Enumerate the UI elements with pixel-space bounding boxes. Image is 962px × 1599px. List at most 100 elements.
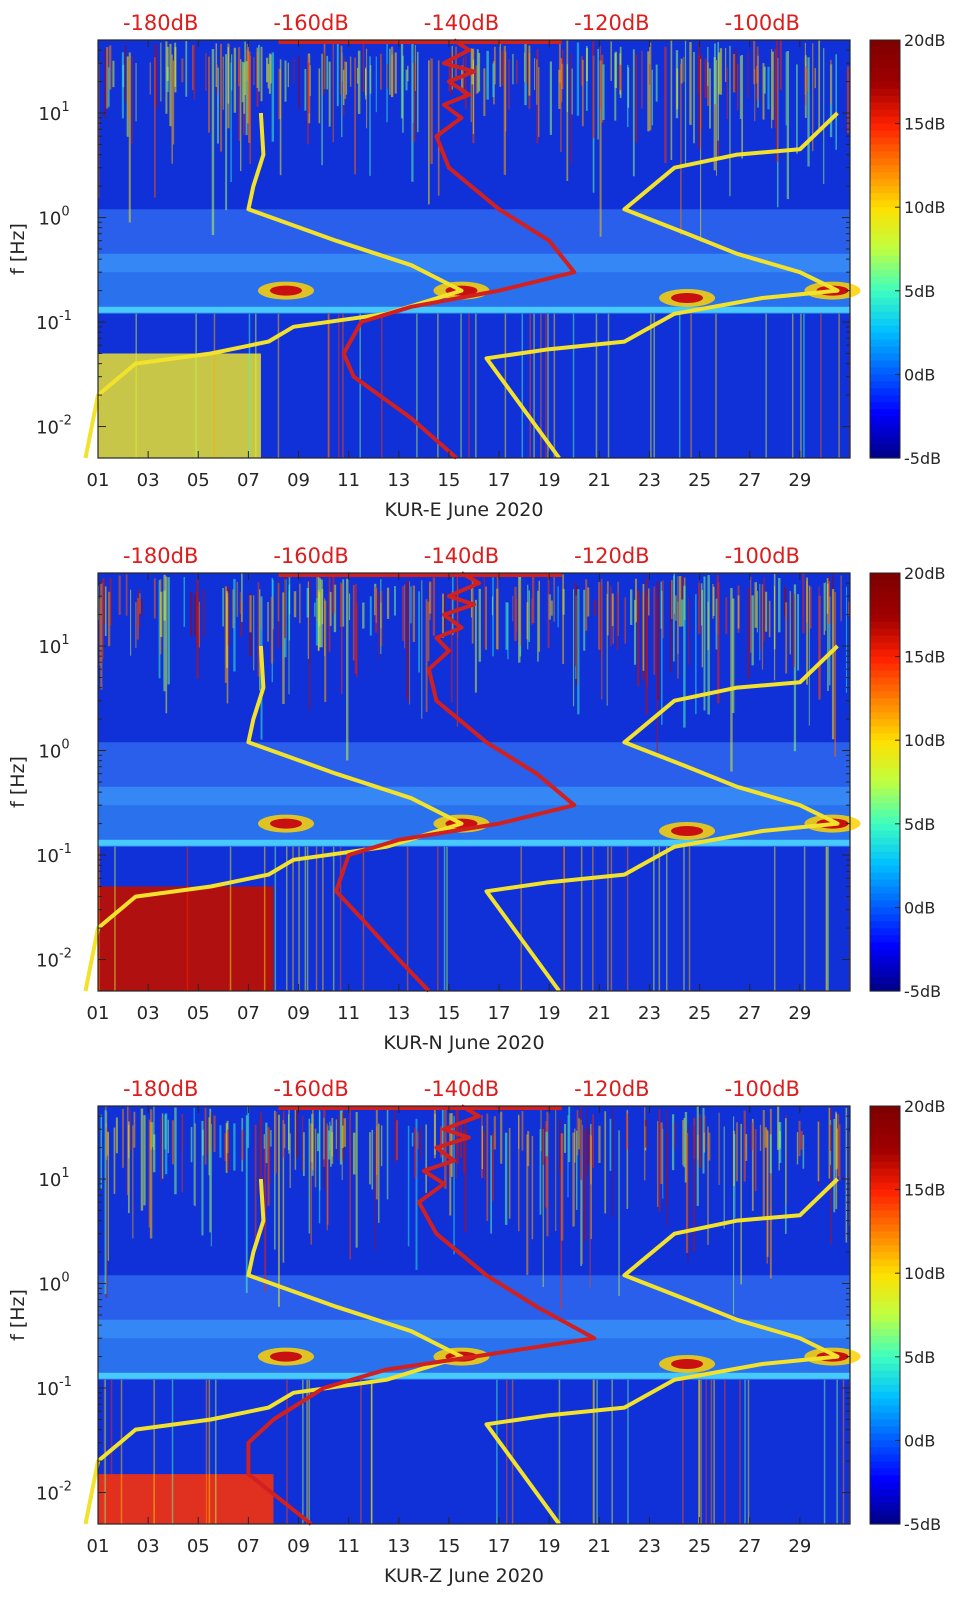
colorbar-segment xyxy=(870,865,900,874)
colorbar-segment xyxy=(870,740,900,748)
y-tick-exp: 1 xyxy=(61,100,69,115)
colorbar-segment xyxy=(870,1315,900,1323)
colorbar-segment xyxy=(870,311,900,320)
x-tick-label: 23 xyxy=(638,1536,661,1557)
colorbar-segment xyxy=(870,858,900,867)
colorbar-segment xyxy=(870,123,900,132)
panel-kur-n: 01 03 05 07 09 11 13 15 17 19 21 23 25 27 29 KUR-N June… xyxy=(0,533,962,1066)
colorbar-segment xyxy=(870,775,900,783)
y-tick-label: 10-1 xyxy=(36,1375,72,1400)
colorbar-segment xyxy=(870,109,900,118)
colorbar-segment xyxy=(870,1175,900,1184)
x-tick-label: 09 xyxy=(287,470,310,491)
colorbar-tick-label: -5dB xyxy=(904,982,941,1001)
colorbar-tick-label: -5dB xyxy=(904,449,941,468)
yellow-curve-right xyxy=(484,111,840,460)
y-tick-label: 100 xyxy=(38,205,69,230)
colorbar-segment xyxy=(870,663,900,672)
colorbar: 20dB 15dB 10dB 5dB 0dB -5dB xyxy=(869,1097,946,1534)
colorbar-segment xyxy=(870,1301,900,1309)
colorbar-segment xyxy=(870,151,900,160)
colorbar-segment xyxy=(870,360,900,369)
x-tick-label: 23 xyxy=(638,470,661,491)
colorbar-segment xyxy=(870,712,900,720)
colorbar-segment xyxy=(870,1398,900,1407)
x-tick-label: 09 xyxy=(287,1536,310,1557)
yellow-curve-right xyxy=(484,1177,840,1526)
x-tick-label: 17 xyxy=(488,1003,511,1024)
y-tick-base: 10 xyxy=(38,209,61,230)
colorbar-segment xyxy=(870,1280,900,1288)
x-tick-label: 11 xyxy=(337,470,360,491)
colorbar-segment xyxy=(870,691,900,699)
colorbar-segment xyxy=(870,1273,900,1281)
colorbar-segment xyxy=(870,977,900,985)
colorbar-segment xyxy=(870,221,900,229)
colorbar-segment xyxy=(870,726,900,734)
y-tick-exp: -1 xyxy=(59,309,72,324)
colorbar-segment xyxy=(870,346,900,355)
y-tick-base: 10 xyxy=(38,1275,61,1296)
x-tick-label: 01 xyxy=(87,1003,110,1024)
y-axis-label: f [Hz] xyxy=(7,223,29,275)
colorbar-segment xyxy=(870,1363,900,1372)
colorbar-segment xyxy=(870,970,900,978)
colorbar-segment xyxy=(870,872,900,881)
colorbar-segment xyxy=(870,81,900,90)
colorbar-segment xyxy=(870,158,900,166)
x-tick-label: 19 xyxy=(538,1536,561,1557)
y-tick-exp: 0 xyxy=(61,738,69,753)
colorbar-segment xyxy=(870,1419,900,1428)
colorbar-segment xyxy=(870,1440,900,1448)
colorbar-segment xyxy=(870,332,900,341)
colorbar-segment xyxy=(870,269,900,278)
top-db-label: -180dB xyxy=(123,1077,198,1101)
colorbar-segment xyxy=(870,1377,900,1386)
colorbar-segment xyxy=(870,297,900,306)
colorbar-tick-label: 0dB xyxy=(904,1431,935,1450)
colorbar-segment xyxy=(870,1210,900,1219)
top-db-label: -120dB xyxy=(574,1077,649,1101)
colorbar-tick-label: 10dB xyxy=(904,1264,946,1283)
colorbar-segment xyxy=(870,290,900,299)
colorbar-segment xyxy=(870,172,900,180)
y-tick-exp: 0 xyxy=(61,1271,69,1286)
colorbar-segment xyxy=(870,984,900,992)
colorbar-frame xyxy=(869,39,901,459)
colorbar-tick-label: 15dB xyxy=(904,115,946,134)
colorbar-segment xyxy=(870,325,900,334)
colorbar-segment xyxy=(870,46,900,55)
top-db-label: -120dB xyxy=(574,11,649,35)
colorbar-segment xyxy=(870,795,900,804)
colorbar-tick-label: 15dB xyxy=(904,1181,946,1200)
y-tick-label: 10-1 xyxy=(36,842,72,867)
top-db-label: -100dB xyxy=(725,1077,800,1101)
colorbar-segment xyxy=(870,367,900,375)
spectrogram xyxy=(97,573,861,991)
x-tick-label: 29 xyxy=(788,470,811,491)
colorbar-segment xyxy=(870,402,900,410)
panel-kur-e: 01 03 05 07 09 11 13 15 17 19 21 23 25 27 29 KUR-E June… xyxy=(0,0,962,533)
y-tick-base: 10 xyxy=(36,846,59,867)
y-tick-exp: 0 xyxy=(61,205,69,220)
colorbar-segment xyxy=(870,788,900,797)
colorbar-segment xyxy=(870,74,900,83)
top-db-label: -160dB xyxy=(273,1077,348,1101)
x-tick-label: 13 xyxy=(387,1003,410,1024)
band-secondary xyxy=(98,1372,850,1379)
colorbar-segment xyxy=(870,262,900,271)
colorbar-segment xyxy=(870,1119,900,1128)
colorbar-segment xyxy=(870,761,900,769)
colorbar-tick-label: 15dB xyxy=(904,648,946,667)
y-tick-base: 10 xyxy=(36,1379,59,1400)
colorbar-segment xyxy=(870,635,900,644)
x-tick-label: 07 xyxy=(237,1536,260,1557)
colorbar-segment xyxy=(870,844,900,853)
x-tick-label: 19 xyxy=(538,470,561,491)
x-tick-label: 29 xyxy=(788,1536,811,1557)
colorbar-segment xyxy=(870,1168,900,1177)
colorbar-tick-label: 10dB xyxy=(904,198,946,217)
colorbar-segment xyxy=(870,179,900,187)
colorbar-frame xyxy=(869,572,901,992)
